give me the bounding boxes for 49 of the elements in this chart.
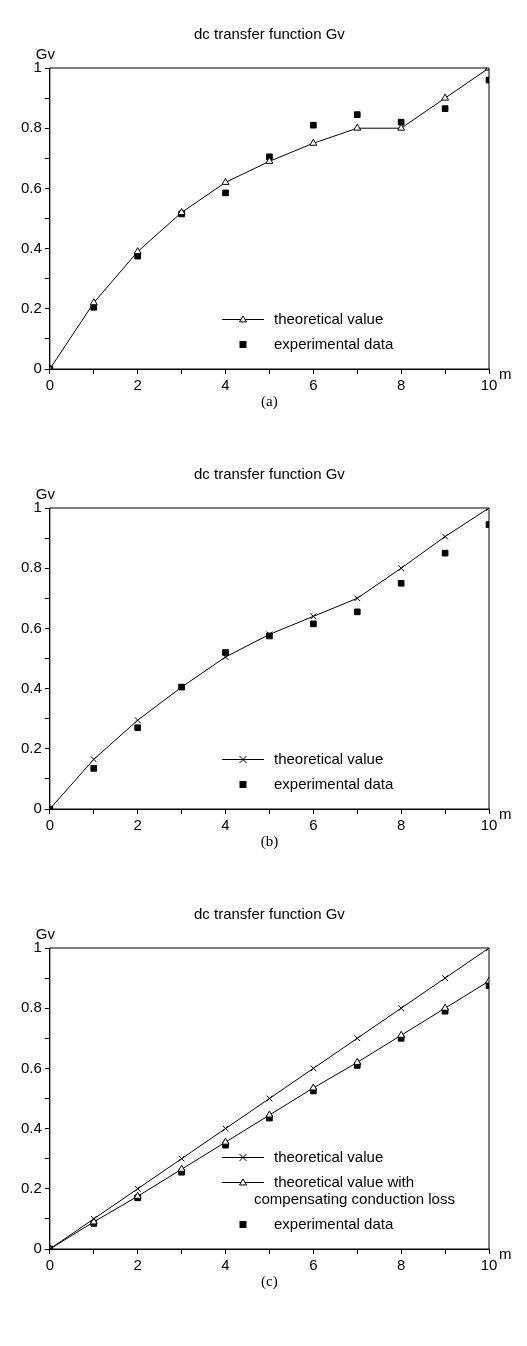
y-tick-label: 0.6 bbox=[20, 1058, 42, 1076]
x-tick-label: 2 bbox=[133, 1256, 142, 1274]
text: (c) bbox=[261, 1273, 278, 1291]
text: (b) bbox=[260, 833, 279, 851]
y-tick-label: 0.2 bbox=[20, 1178, 42, 1196]
x-axis-title: m bbox=[499, 1245, 512, 1263]
legend-label: experimental data bbox=[274, 1214, 394, 1232]
y-tick-label: 0.6 bbox=[20, 618, 42, 636]
x-tick-label: 0 bbox=[45, 1256, 55, 1274]
x-axis-title: m bbox=[499, 805, 512, 823]
y-tick-label: 0 bbox=[33, 799, 42, 817]
chart-title: dc transfer function Gv bbox=[193, 464, 346, 482]
text: (a) bbox=[261, 393, 278, 411]
x-tick-label: 10 bbox=[480, 816, 498, 834]
y-tick-label: 0.4 bbox=[20, 1118, 42, 1136]
x-tick-label: 4 bbox=[221, 376, 230, 394]
y-tick-label: 0.8 bbox=[20, 558, 42, 576]
chart-title: dc transfer function Gv bbox=[193, 904, 346, 922]
x-tick-label: 2 bbox=[133, 816, 142, 834]
y-tick-label: 0.2 bbox=[20, 298, 42, 316]
chart-title: dc transfer function Gv bbox=[193, 24, 346, 42]
x-tick-label: 8 bbox=[397, 376, 406, 394]
legend-label: theoretical value bbox=[274, 1147, 384, 1165]
legend-label: experimental data bbox=[274, 774, 394, 792]
y-tick-label: 0.6 bbox=[20, 178, 42, 196]
x-tick-label: 0 bbox=[45, 816, 55, 834]
x-tick-label: 0 bbox=[45, 376, 55, 394]
y-tick-label: 0 bbox=[33, 1239, 42, 1257]
x-tick-label: 8 bbox=[397, 816, 406, 834]
x-tick-label: 4 bbox=[221, 816, 230, 834]
legend-label: theoretical value bbox=[274, 309, 384, 327]
legend-label: experimental data bbox=[274, 334, 394, 352]
y-tick-label: 0 bbox=[33, 359, 42, 377]
x-tick-label: 6 bbox=[309, 816, 318, 834]
x-tick-label: 10 bbox=[480, 1256, 498, 1274]
legend-label: theoretical value with compensating conduction loss bbox=[254, 1172, 455, 1207]
x-tick-label: 6 bbox=[309, 1256, 318, 1274]
legend-label: theoretical value bbox=[274, 749, 384, 767]
x-tick-label: 10 bbox=[480, 376, 498, 394]
x-tick-label: 2 bbox=[133, 376, 142, 394]
y-tick-label: 0.4 bbox=[20, 678, 42, 696]
y-tick-label: 0.4 bbox=[20, 238, 42, 256]
x-tick-label: 8 bbox=[397, 1256, 406, 1274]
x-tick-label: 4 bbox=[221, 1256, 230, 1274]
x-axis-title: m bbox=[499, 365, 512, 383]
x-tick-label: 6 bbox=[309, 376, 318, 394]
y-tick-label: 0.2 bbox=[20, 738, 42, 756]
y-tick-label: 0.8 bbox=[20, 998, 42, 1016]
y-tick-label: 0.8 bbox=[20, 118, 42, 136]
